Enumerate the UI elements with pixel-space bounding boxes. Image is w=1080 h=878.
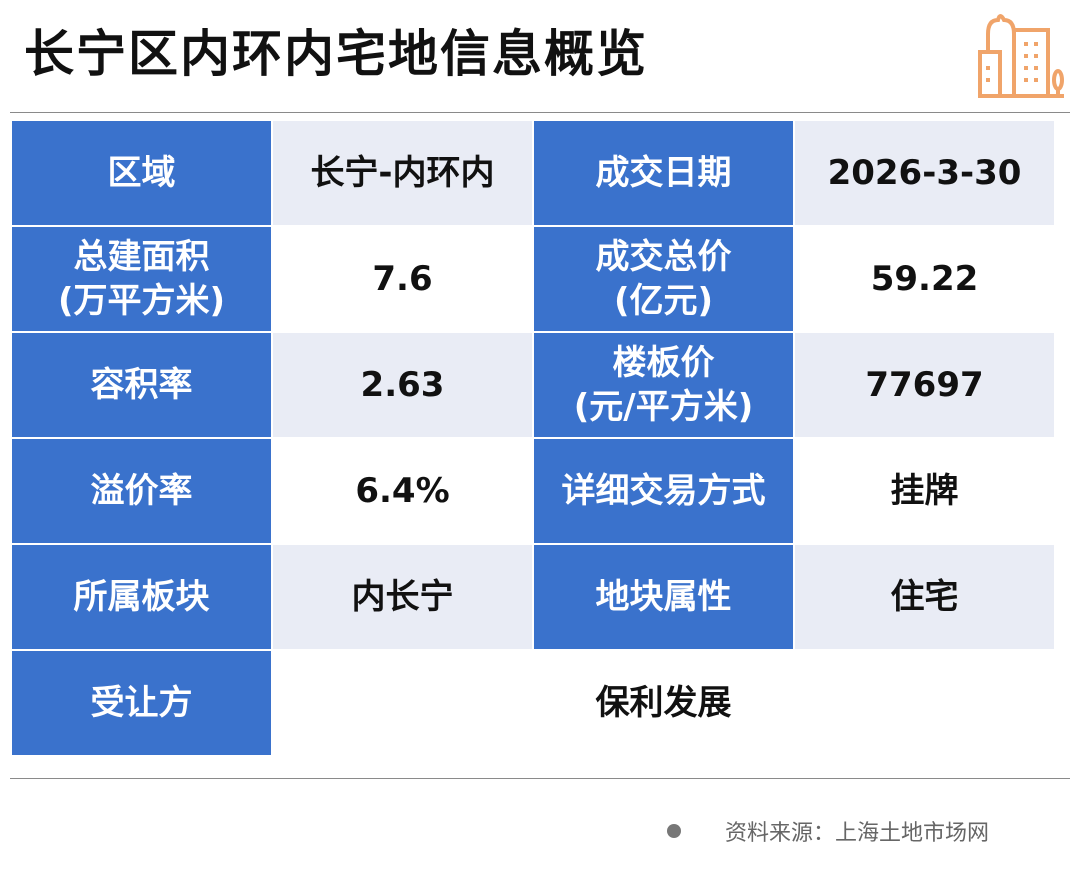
bullet-dot-icon [667,824,681,838]
table-row: 区域 长宁-内环内 成交日期 2026-3-30 [12,121,1054,225]
table-row: 总建面积 (万平方米) 7.6 成交总价 (亿元) 59.22 [12,227,1054,331]
field-label: 成交总价 (亿元) [534,227,793,331]
land-info-table: 区域 长宁-内环内 成交日期 2026-3-30 总建面积 (万平方米) 7.6 成交总价 … [10,119,1056,757]
field-value: 77697 [795,333,1054,437]
field-label: 区域 [12,121,271,225]
field-label: 地块属性 [534,545,793,649]
buyer-value: 保利发展 [273,651,1054,755]
field-value: 2.63 [273,333,532,437]
field-label: 总建面积 (万平方米) [12,227,271,331]
table-row: 容积率 2.63 楼板价 (元/平方米) 77697 [12,333,1054,437]
field-value: 内长宁 [273,545,532,649]
city-buildings-icon [978,14,1064,98]
source-note: 资料来源：上海土地市场网 [725,821,990,846]
field-label: 详细交易方式 [534,439,793,543]
field-value: 2026-3-30 [795,121,1054,225]
bottom-divider [10,778,1070,779]
footer: 资料来源：上海土地市场网 [667,815,989,847]
page-title: 长宁区内环内宅地信息概览 [24,25,648,83]
field-value: 7.6 [273,227,532,331]
field-value: 住宅 [795,545,1054,649]
field-label: 溢价率 [12,439,271,543]
table-row: 所属板块 内长宁 地块属性 住宅 [12,545,1054,649]
buyer-label: 受让方 [12,651,271,755]
top-divider [10,112,1070,113]
field-value: 6.4% [273,439,532,543]
field-value: 挂牌 [795,439,1054,543]
field-label: 所属板块 [12,545,271,649]
field-label: 楼板价 (元/平方米) [534,333,793,437]
field-value: 长宁-内环内 [273,121,532,225]
table-row: 受让方 保利发展 [12,651,1054,755]
field-label: 成交日期 [534,121,793,225]
field-label: 容积率 [12,333,271,437]
table-row: 溢价率 6.4% 详细交易方式 挂牌 [12,439,1054,543]
field-value: 59.22 [795,227,1054,331]
